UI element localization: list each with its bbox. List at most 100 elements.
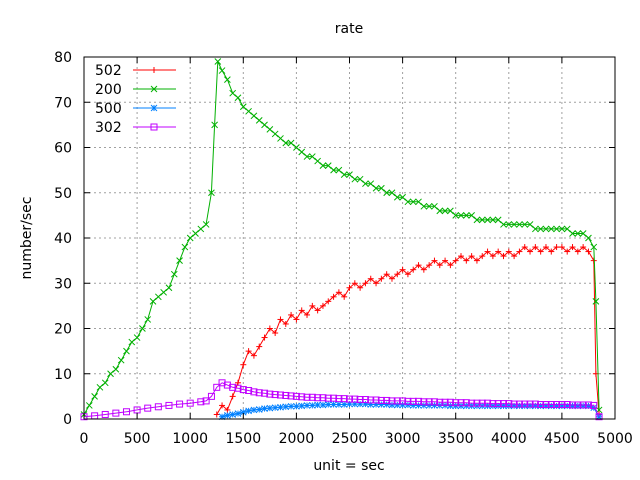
data-point <box>388 397 396 405</box>
data-point <box>547 401 555 409</box>
data-point <box>288 311 295 318</box>
data-point <box>553 244 560 251</box>
data-point <box>409 397 417 405</box>
data-point <box>558 244 565 251</box>
data-point <box>468 253 475 260</box>
data-point <box>314 394 322 402</box>
data-point <box>404 397 412 405</box>
y-tick-label: 70 <box>54 95 72 111</box>
y-tick-label: 80 <box>54 50 72 66</box>
data-point <box>330 166 337 174</box>
data-point <box>224 412 231 419</box>
data-point <box>452 399 460 407</box>
data-point <box>314 157 321 165</box>
data-point <box>239 386 247 394</box>
data-point <box>165 401 173 409</box>
data-point <box>324 401 332 408</box>
data-point <box>271 130 279 138</box>
data-point <box>208 189 215 197</box>
data-point <box>340 171 348 179</box>
data-point <box>224 76 231 83</box>
data-point <box>256 343 263 350</box>
data-point <box>388 189 396 197</box>
chart-title: rate <box>335 21 363 37</box>
data-point <box>548 248 555 255</box>
data-point <box>457 399 465 407</box>
data-point <box>282 391 290 399</box>
legend-label: 302 <box>95 120 122 136</box>
data-point <box>314 307 321 314</box>
data-point <box>150 104 158 112</box>
x-tick-label: 3000 <box>385 431 421 447</box>
data-point <box>446 398 454 406</box>
data-point <box>160 288 168 296</box>
data-point <box>537 248 544 255</box>
data-point <box>505 248 512 255</box>
data-point <box>202 397 210 405</box>
data-point <box>537 401 545 409</box>
data-point <box>277 135 284 142</box>
data-point <box>123 347 130 355</box>
data-point <box>271 391 279 399</box>
data-point <box>564 248 571 255</box>
data-point <box>590 401 598 409</box>
data-point <box>351 175 359 183</box>
data-point <box>298 402 306 410</box>
data-point <box>373 280 380 287</box>
data-point <box>357 284 364 291</box>
data-point <box>304 311 311 318</box>
data-point <box>415 198 422 206</box>
data-point <box>547 225 555 233</box>
data-point <box>420 266 427 273</box>
data-point <box>425 398 433 406</box>
series-502 <box>213 244 603 418</box>
data-point <box>218 379 226 387</box>
data-point <box>484 216 491 224</box>
data-point <box>133 334 141 341</box>
data-point <box>511 253 518 260</box>
data-point <box>261 334 268 341</box>
x-tick-label: 4000 <box>491 431 527 447</box>
data-point <box>452 212 460 219</box>
data-point <box>415 262 422 269</box>
data-point <box>473 399 481 407</box>
data-point <box>319 394 327 402</box>
data-point <box>293 402 300 410</box>
data-point <box>362 180 369 188</box>
data-point <box>579 230 587 237</box>
data-point <box>150 85 158 93</box>
data-point <box>303 402 311 409</box>
data-point <box>500 253 507 260</box>
data-point <box>468 212 475 219</box>
x-tick-label: 3500 <box>438 431 474 447</box>
data-point <box>356 396 364 404</box>
data-point <box>197 225 205 233</box>
data-point <box>356 175 364 183</box>
data-point <box>207 392 215 400</box>
data-point <box>362 280 369 287</box>
data-point <box>214 58 222 65</box>
data-point <box>245 386 253 394</box>
data-point <box>585 248 592 255</box>
data-point <box>266 126 274 133</box>
data-point <box>319 302 326 309</box>
data-point <box>122 408 130 416</box>
data-point <box>510 221 518 228</box>
y-axis-label: number/sec <box>19 197 35 280</box>
data-point <box>526 400 534 408</box>
data-point <box>367 275 374 282</box>
data-point <box>287 402 295 410</box>
y-tick-label: 30 <box>54 276 72 292</box>
data-point <box>341 293 348 300</box>
data-point <box>430 398 438 406</box>
data-point <box>245 407 252 415</box>
data-point <box>202 221 210 228</box>
data-point <box>101 379 109 387</box>
series-302 <box>80 379 603 421</box>
data-point <box>436 398 444 406</box>
data-point <box>277 403 284 411</box>
data-point <box>223 381 231 389</box>
data-point <box>250 388 258 396</box>
data-point <box>112 365 120 373</box>
